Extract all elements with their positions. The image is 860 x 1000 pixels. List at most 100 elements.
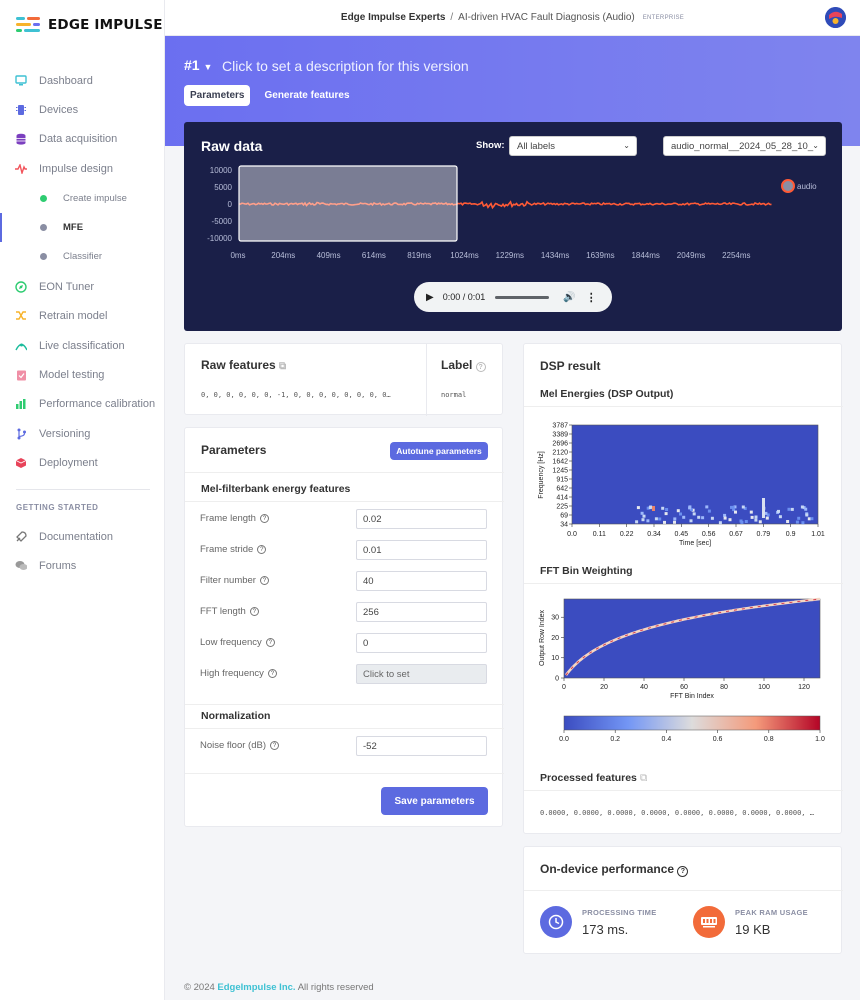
sidebar-item-create-impulse[interactable]: Create impulse (0, 184, 165, 213)
mel-cell (787, 507, 791, 511)
version-selector[interactable]: #1 ▼ (184, 57, 213, 73)
mel-cell (673, 517, 677, 521)
frame-length-input[interactable]: 0.02 (356, 509, 487, 529)
copy-icon[interactable]: ⧉ (639, 772, 648, 784)
high-frequency-input[interactable]: Click to set (356, 664, 487, 684)
fft-y-label: Output Row Index (539, 609, 546, 666)
x-tick: 0ms (230, 251, 245, 260)
mel-y-tick: 1245 (552, 468, 568, 475)
mel-cell (744, 520, 748, 523)
project-name[interactable]: AI-driven HVAC Fault Diagnosis (Audio) (458, 12, 635, 23)
sidebar-item-classifier[interactable]: Classifier (0, 242, 165, 271)
mel-cell (731, 505, 735, 509)
colorbar-tick: 1.0 (815, 736, 825, 743)
help-icon[interactable]: ? (267, 669, 277, 678)
sidebar-item-impulse-design[interactable]: Impulse design (0, 154, 165, 183)
colorbar-tick: 0.8 (764, 736, 774, 743)
sidebar-item-model-testing[interactable]: Model testing (0, 360, 165, 389)
autotune-button[interactable]: Autotune parameters (390, 442, 488, 460)
sidebar-item-dashboard[interactable]: Dashboard (0, 66, 165, 95)
mel-cell (728, 518, 732, 522)
more-options-icon[interactable]: ⋮ (585, 291, 597, 304)
help-icon[interactable]: ? (259, 514, 269, 523)
mel-cell (691, 508, 695, 512)
tab-parameters[interactable]: Parameters (184, 85, 251, 106)
company-link[interactable]: EdgeImpulse Inc. (217, 982, 296, 993)
sidebar-item-performance-calibration[interactable]: Performance calibration (0, 389, 165, 418)
breadcrumb-separator: / (450, 12, 454, 23)
label-filter-select[interactable]: All labels ⌄ (509, 136, 637, 156)
filter-number-input[interactable]: 40 (356, 571, 487, 591)
mel-y-tick: 34 (560, 522, 568, 529)
version-description[interactable]: Click to set a description for this vers… (222, 58, 469, 74)
mel-y-tick: 3787 (552, 423, 568, 430)
save-parameters-button[interactable]: Save parameters (381, 787, 488, 815)
cube-icon (15, 457, 27, 469)
mel-cell (797, 516, 801, 520)
help-icon[interactable]: ? (265, 638, 275, 647)
sample-select[interactable]: audio_normal__2024_05_28_10_ ⌄ (663, 136, 826, 156)
seek-bar[interactable] (495, 295, 550, 299)
mel-cell (705, 505, 709, 509)
mel-y-tick: 69 (560, 513, 568, 520)
x-tick: 819ms (407, 251, 431, 260)
sidebar-item-documentation[interactable]: Documentation (0, 522, 165, 551)
logo[interactable]: EDGE IMPULSE (16, 14, 163, 36)
mel-x-tick: 0.0 (567, 531, 577, 538)
mel-plot-area (571, 424, 819, 525)
sidebar-item-eon-tuner[interactable]: EON Tuner (0, 272, 165, 301)
help-icon[interactable]: ? (259, 576, 269, 585)
mel-cell (732, 508, 736, 512)
rocket-icon (15, 530, 27, 543)
sidebar-item-retrain-model[interactable]: Retrain model (0, 301, 165, 330)
help-icon[interactable]: ? (475, 362, 486, 372)
help-icon[interactable]: ? (677, 866, 689, 877)
help-icon[interactable]: ? (257, 545, 267, 554)
mel-cell (795, 520, 799, 524)
copy-icon[interactable]: ⧉ (279, 361, 287, 372)
mel-cell (740, 520, 744, 524)
volume-icon[interactable]: 🔊 (563, 291, 576, 303)
sidebar-item-forums[interactable]: Forums (0, 551, 165, 580)
sidebar-item-devices[interactable]: Devices (0, 95, 165, 124)
raw-signal-chart[interactable]: 10000 5000 0 -5000 -10000 0ms 204ms 409ms 6… (184, 162, 842, 272)
colorbar (563, 715, 821, 731)
processing-time-label: PROCESSING TIME (582, 908, 657, 917)
y-tick: -5000 (212, 217, 233, 226)
chart-icon (15, 398, 27, 410)
sidebar-item-deployment[interactable]: Deployment (0, 448, 165, 477)
help-icon[interactable]: ? (270, 741, 279, 750)
top-bar: Edge Impulse Experts / AI-driven HVAC Fa… (165, 0, 860, 36)
low-frequency-input[interactable]: 0 (356, 633, 487, 653)
avatar[interactable] (825, 7, 846, 28)
mel-cell (635, 520, 639, 524)
fft-plot-area (563, 598, 821, 679)
fft-length-input[interactable]: 256 (356, 602, 487, 622)
tab-generate-features[interactable]: Generate features (264, 90, 350, 101)
card-divider (185, 704, 504, 705)
sidebar-item-mfe[interactable]: MFE (0, 213, 165, 242)
fft-weighting-chart[interactable]: 0 20 40 60 80 100 120 0 10 20 30 FFT Bin Index Out… (523, 593, 842, 743)
mel-cell (646, 506, 650, 510)
noise-floor-input[interactable]: -52 (356, 736, 487, 756)
sidebar-item-live-classification[interactable]: Live classification (0, 331, 165, 360)
fft-y-tick: 0 (555, 676, 559, 683)
x-tick: 1844ms (631, 251, 659, 260)
chevron-down-icon: ⌄ (810, 141, 819, 150)
fft-y-tick: 10 (551, 655, 559, 662)
project-owner[interactable]: Edge Impulse Experts (340, 12, 446, 23)
mel-y-tick: 2120 (552, 450, 568, 457)
frame-stride-input[interactable]: 0.01 (356, 540, 487, 560)
mel-cell (802, 506, 806, 510)
shuffle-icon (15, 310, 27, 322)
fft-x-label: FFT Bin Index (670, 693, 714, 700)
mel-cell (676, 509, 680, 513)
sidebar-item-data-acquisition[interactable]: Data acquisition (0, 124, 165, 153)
help-icon[interactable]: ? (249, 607, 259, 616)
play-icon[interactable]: ▶ (426, 291, 434, 303)
fft-weighting-title: FFT Bin Weighting (540, 565, 633, 577)
mel-y-tick: 414 (556, 495, 568, 502)
mel-energies-chart[interactable]: 0.0 0.11 0.22 0.34 0.45 0.56 0.67 0.79 0.9 1.01 37… (523, 415, 842, 550)
mel-cell (701, 516, 705, 520)
sidebar-item-versioning[interactable]: Versioning (0, 419, 165, 448)
